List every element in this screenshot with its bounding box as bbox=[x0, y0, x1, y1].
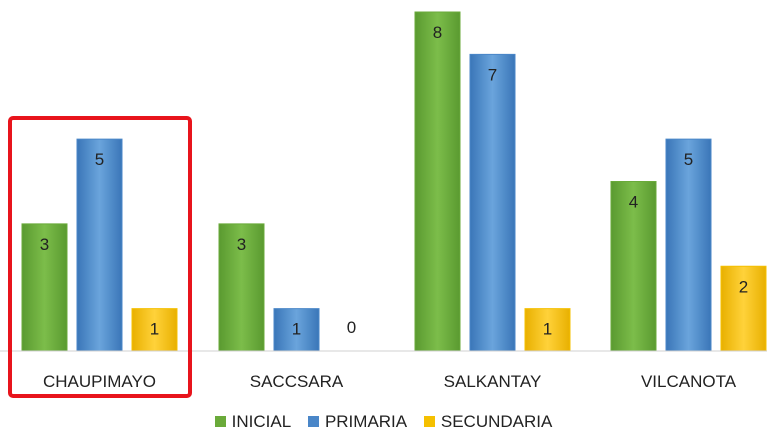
legend-item-primaria: PRIMARIA bbox=[307, 412, 408, 432]
data-label-salkantay-inicial: 8 bbox=[433, 23, 442, 42]
legend-item-inicial: INICIAL bbox=[214, 412, 292, 432]
bar-chaupimayo-secundaria bbox=[131, 308, 178, 352]
data-label-salkantay-secundaria: 1 bbox=[543, 320, 552, 339]
category-label-saccsara: SACCSARA bbox=[250, 372, 344, 391]
legend-label-primaria: PRIMARIA bbox=[324, 412, 408, 431]
legend-swatch-inicial bbox=[214, 416, 226, 427]
category-label-vilcanota: VILCANOTA bbox=[641, 372, 737, 391]
data-label-vilcanota-inicial: 4 bbox=[629, 193, 638, 212]
data-label-saccsara-inicial: 3 bbox=[237, 235, 246, 254]
data-label-vilcanota-primaria: 5 bbox=[684, 150, 693, 169]
legend-label-secundaria: SECUNDARIA bbox=[440, 412, 553, 431]
bar-vilcanota-inicial bbox=[610, 181, 657, 352]
bar-chaupimayo-primaria bbox=[76, 138, 123, 352]
data-label-vilcanota-secundaria: 2 bbox=[739, 277, 748, 296]
bar-chaupimayo-inicial bbox=[21, 223, 68, 352]
legend-swatch-secundaria bbox=[423, 416, 435, 427]
data-label-saccsara-primaria: 1 bbox=[292, 320, 301, 339]
highlight-box bbox=[8, 116, 192, 398]
legend: INICIAL PRIMARIA SECUNDARIA bbox=[0, 412, 767, 432]
data-label-salkantay-primaria: 7 bbox=[488, 65, 497, 84]
bar-vilcanota-primaria bbox=[665, 138, 712, 352]
data-label-chaupimayo-secundaria: 1 bbox=[150, 320, 159, 339]
category-label-chaupimayo: CHAUPIMAYO bbox=[43, 372, 156, 391]
legend-swatch-primaria bbox=[307, 416, 319, 427]
bar-salkantay-primaria bbox=[469, 53, 516, 352]
data-label-chaupimayo-inicial: 3 bbox=[40, 235, 49, 254]
bar-saccsara-primaria bbox=[273, 308, 320, 352]
bar-salkantay-inicial bbox=[414, 11, 461, 352]
legend-item-secundaria: SECUNDARIA bbox=[423, 412, 553, 432]
data-label-chaupimayo-primaria: 5 bbox=[95, 150, 104, 169]
bar-saccsara-inicial bbox=[218, 223, 265, 352]
legend-label-inicial: INICIAL bbox=[231, 412, 292, 431]
category-label-salkantay: SALKANTAY bbox=[444, 372, 542, 391]
data-label-saccsara-secundaria: 0 bbox=[347, 318, 356, 337]
